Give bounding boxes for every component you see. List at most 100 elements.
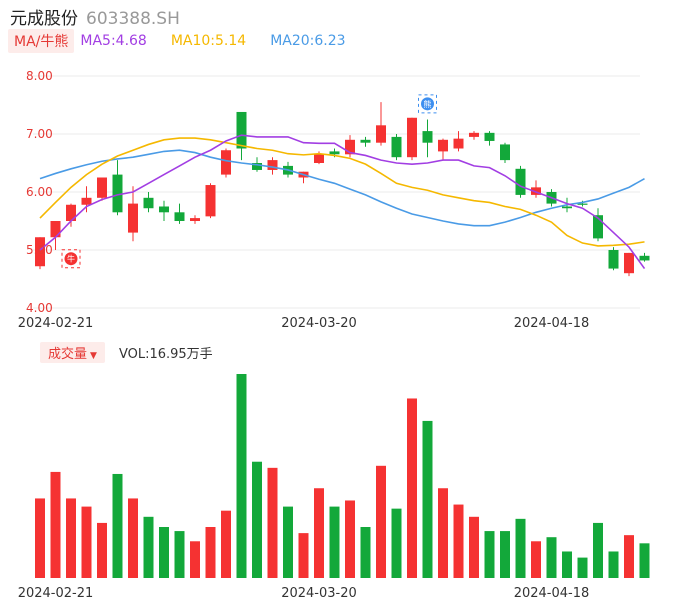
volume-bar [159,527,169,578]
volume-bar [391,508,402,578]
volume-bar [252,461,262,578]
candle-body [391,136,402,158]
ma5-label: MA5:4.68 [80,33,147,49]
candle-body [376,125,386,143]
ma10-line [39,137,645,247]
volume-bar [81,506,92,578]
candle-body [190,218,200,221]
candle-body [221,150,231,175]
volume-bar [345,500,355,578]
moving-average-lines [39,134,646,270]
candle-body [500,144,510,161]
candle-body [143,197,154,209]
candle-body [267,160,278,170]
candle-body [593,215,603,239]
price-date-label: 2024-04-18 [514,316,590,331]
ma-legend: MA/牛熊 MA5:4.68 MA10:5.14 MA20:6.23 [8,29,370,53]
bear-marker-icon: 熊 [418,94,437,114]
volume-bar [515,518,526,578]
candle-body [159,206,169,213]
volume-bar [407,398,417,578]
volume-bar [97,522,107,578]
candle-body [624,252,634,274]
ma-indicator-button[interactable]: MA/牛熊 [8,29,75,53]
volume-series [35,374,650,578]
volume-bar [66,498,76,578]
candle-body [329,151,340,155]
candle-body [608,250,619,269]
ma10-label: MA10:5.14 [170,33,247,49]
ma20-line [39,149,645,227]
bull-marker-icon-text: 牛 [67,254,75,264]
price-date-label: 2024-03-20 [281,316,357,331]
ma5-line [39,134,646,270]
volume-bar [422,420,433,578]
price-tick-label: 8.00 [26,69,53,83]
candle-body [515,168,526,195]
candle-body [81,197,92,205]
candle-body [35,237,45,267]
candle-body [438,139,448,152]
volume-bar [329,506,340,578]
signal-markers: 牛熊 [61,94,437,269]
volume-tag-label: 成交量 [48,347,88,362]
candle-body [252,163,262,170]
volume-bar [453,504,464,578]
volume-bar [143,516,154,578]
volume-date-label: 2024-03-20 [281,586,357,601]
candle-body [97,177,107,198]
candle-body [50,221,61,238]
stock-code: 603388.SH [86,9,180,29]
volume-bar [438,488,448,578]
bear-marker-icon-frame [418,94,437,114]
volume-bar [190,541,200,578]
price-tick-label: 6.00 [26,185,53,199]
bear-marker-icon-badge [421,97,434,111]
volume-bar [298,533,309,578]
volume-legend: 成交量 ▼ VOL:16.95万手 [40,342,213,363]
volume-bar [639,543,650,578]
bear-marker-icon-text: 熊 [424,99,432,109]
volume-bar [562,551,572,578]
volume-bar [174,531,185,578]
candle-body [484,132,495,141]
candle-body [360,139,371,143]
price-tick-label: 7.00 [26,127,53,141]
price-tick-label: 5.00 [26,243,53,257]
bull-marker-icon-frame [61,249,81,269]
candle-body [174,212,185,221]
volume-bar [35,498,45,578]
volume-bar [205,527,216,578]
bull-marker-icon-badge [64,252,78,266]
volume-bar [608,551,619,578]
candle-body [236,111,247,149]
candle-body [639,255,650,261]
volume-indicator-button[interactable]: 成交量 ▼ [40,342,105,363]
volume-date-label: 2024-02-21 [18,586,94,601]
candle-body [531,187,541,195]
bull-marker-icon: 牛 [61,249,81,269]
volume-bar [593,522,603,578]
candle-body [422,131,433,143]
stock-header: 元成股份 603388.SH [10,4,180,29]
candle-body [66,204,76,221]
candle-body [562,206,572,209]
candle-body [577,203,588,205]
volume-bar [50,471,61,578]
volume-bar [360,527,371,578]
volume-bar [484,531,495,578]
volume-date-label: 2024-04-18 [514,586,590,601]
candle-body [205,185,216,217]
candle-body [453,138,464,149]
candlestick-series [35,102,650,277]
volume-bar [624,535,634,578]
volume-value: VOL:16.95万手 [118,347,213,362]
candle-body [469,132,479,137]
price-date-label: 2024-02-21 [18,316,94,331]
stock-name: 元成股份 [10,9,78,29]
volume-bar [577,557,588,578]
volume-bar [112,473,123,578]
volume-bar [469,516,479,578]
